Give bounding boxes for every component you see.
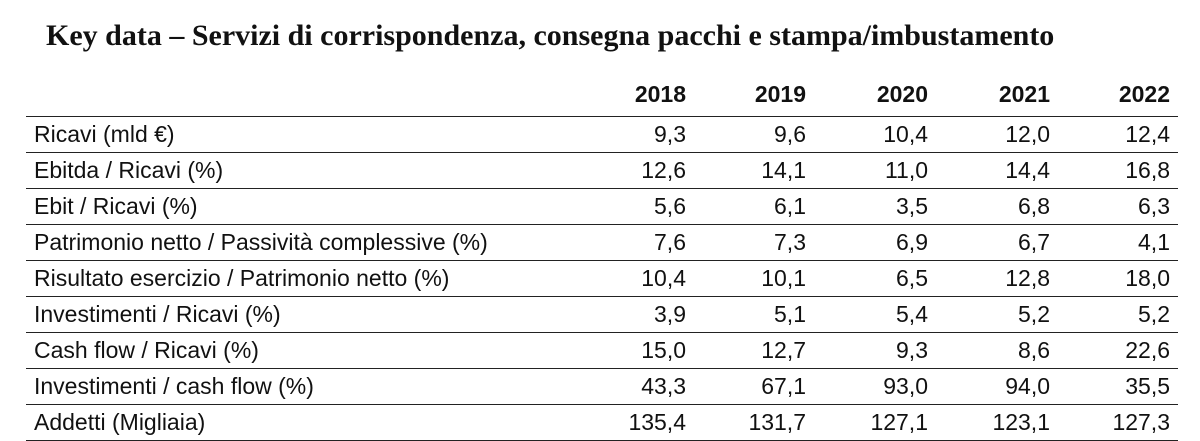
year-header: 2021	[936, 72, 1058, 117]
row-label: Cash flow / Ricavi (%)	[26, 332, 574, 369]
value-cell: 5,2	[1058, 296, 1178, 333]
page-title: Key data – Servizi di corrispondenza, co…	[46, 19, 1055, 52]
row-label: Ricavi (mld €)	[26, 116, 574, 153]
value-cell: 10,4	[574, 260, 694, 297]
table-body: Ricavi (mld €) 9,3 9,6 10,4 12,0 12,4 Ebitda /…	[26, 116, 1178, 441]
table-row: Ricavi (mld €) 9,3 9,6 10,4 12,0 12,4	[26, 116, 1178, 153]
row-label: Risultato esercizio / Patrimonio netto (…	[26, 260, 574, 297]
value-cell: 131,7	[694, 404, 814, 441]
value-cell: 6,8	[936, 188, 1058, 225]
value-cell: 6,7	[936, 224, 1058, 261]
value-cell: 127,1	[814, 404, 936, 441]
year-header: 2018	[574, 72, 694, 117]
value-cell: 4,1	[1058, 224, 1178, 261]
value-cell: 5,2	[936, 296, 1058, 333]
value-cell: 35,5	[1058, 368, 1178, 405]
year-header: 2020	[814, 72, 936, 117]
table-row: Investimenti / Ricavi (%) 3,9 5,1 5,4 5,2 5,2	[26, 296, 1178, 333]
table-row: Cash flow / Ricavi (%) 15,0 12,7 9,3 8,6 22,6	[26, 332, 1178, 369]
value-cell: 6,5	[814, 260, 936, 297]
value-cell: 135,4	[574, 404, 694, 441]
value-cell: 6,1	[694, 188, 814, 225]
table-row: Ebitda / Ricavi (%) 12,6 14,1 11,0 14,4 16,8	[26, 152, 1178, 189]
value-cell: 127,3	[1058, 404, 1178, 441]
value-cell: 8,6	[936, 332, 1058, 369]
table-row: Addetti (Migliaia) 135,4 131,7 127,1 123,1 12…	[26, 404, 1178, 441]
table-row: Patrimonio netto / Passività complessive…	[26, 224, 1178, 261]
value-cell: 93,0	[814, 368, 936, 405]
value-cell: 5,1	[694, 296, 814, 333]
value-cell: 3,9	[574, 296, 694, 333]
value-cell: 5,6	[574, 188, 694, 225]
value-cell: 6,3	[1058, 188, 1178, 225]
table-row: Investimenti / cash flow (%) 43,3 67,1 93,0…	[26, 368, 1178, 405]
value-cell: 7,6	[574, 224, 694, 261]
value-cell: 12,4	[1058, 116, 1178, 153]
table-row: Ebit / Ricavi (%) 5,6 6,1 3,5 6,8 6,3	[26, 188, 1178, 225]
value-cell: 14,4	[936, 152, 1058, 189]
year-header: 2022	[1058, 72, 1178, 117]
value-cell: 43,3	[574, 368, 694, 405]
value-cell: 3,5	[814, 188, 936, 225]
value-cell: 9,3	[574, 116, 694, 153]
value-cell: 6,9	[814, 224, 936, 261]
value-cell: 18,0	[1058, 260, 1178, 297]
value-cell: 12,0	[936, 116, 1058, 153]
value-cell: 12,7	[694, 332, 814, 369]
row-label: Addetti (Migliaia)	[26, 404, 574, 441]
value-cell: 94,0	[936, 368, 1058, 405]
value-cell: 10,1	[694, 260, 814, 297]
row-label: Ebit / Ricavi (%)	[26, 188, 574, 225]
value-cell: 10,4	[814, 116, 936, 153]
value-cell: 67,1	[694, 368, 814, 405]
value-cell: 12,8	[936, 260, 1058, 297]
table-row: Risultato esercizio / Patrimonio netto (…	[26, 260, 1178, 297]
key-data-table: 2018 2019 2020 2021 2022 Ricavi (mld €) 9…	[26, 72, 1178, 441]
value-cell: 7,3	[694, 224, 814, 261]
value-cell: 14,1	[694, 152, 814, 189]
header-label-cell	[26, 72, 574, 117]
value-cell: 16,8	[1058, 152, 1178, 189]
row-label: Investimenti / cash flow (%)	[26, 368, 574, 405]
value-cell: 22,6	[1058, 332, 1178, 369]
value-cell: 5,4	[814, 296, 936, 333]
value-cell: 9,6	[694, 116, 814, 153]
table-header-row: 2018 2019 2020 2021 2022	[26, 72, 1178, 117]
row-label: Patrimonio netto / Passività complessive…	[26, 224, 574, 261]
row-label: Ebitda / Ricavi (%)	[26, 152, 574, 189]
value-cell: 123,1	[936, 404, 1058, 441]
value-cell: 11,0	[814, 152, 936, 189]
year-header: 2019	[694, 72, 814, 117]
value-cell: 9,3	[814, 332, 936, 369]
value-cell: 15,0	[574, 332, 694, 369]
value-cell: 12,6	[574, 152, 694, 189]
row-label: Investimenti / Ricavi (%)	[26, 296, 574, 333]
